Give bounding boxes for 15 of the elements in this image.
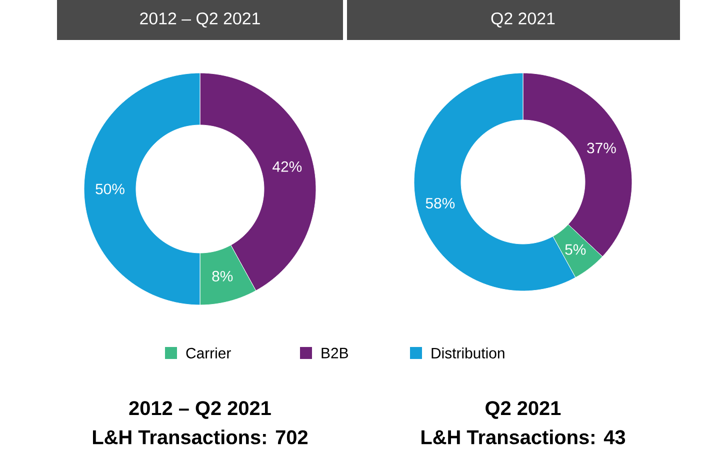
data-label: 37% bbox=[587, 142, 616, 154]
data-label: 50% bbox=[96, 184, 124, 194]
text: L&H Transactions: 43 bbox=[422, 430, 626, 444]
chart-title: Q2 2021 bbox=[491, 12, 555, 28]
text: L&H Transactions: 702 bbox=[93, 430, 308, 444]
chart-title: 2012 – Q2 2021 bbox=[140, 12, 260, 28]
text: 2012 – Q2 2021 bbox=[129, 401, 271, 419]
text: Q2 2021 bbox=[486, 401, 561, 419]
legend-label: Carrier bbox=[186, 348, 231, 358]
data-label: 58% bbox=[426, 198, 455, 209]
data-label: 42% bbox=[272, 161, 302, 172]
data-label: 8% bbox=[212, 270, 233, 282]
legend-label: B2B bbox=[322, 348, 348, 358]
legend-label: Distribution bbox=[432, 348, 504, 358]
data-label: 5% bbox=[565, 244, 586, 255]
